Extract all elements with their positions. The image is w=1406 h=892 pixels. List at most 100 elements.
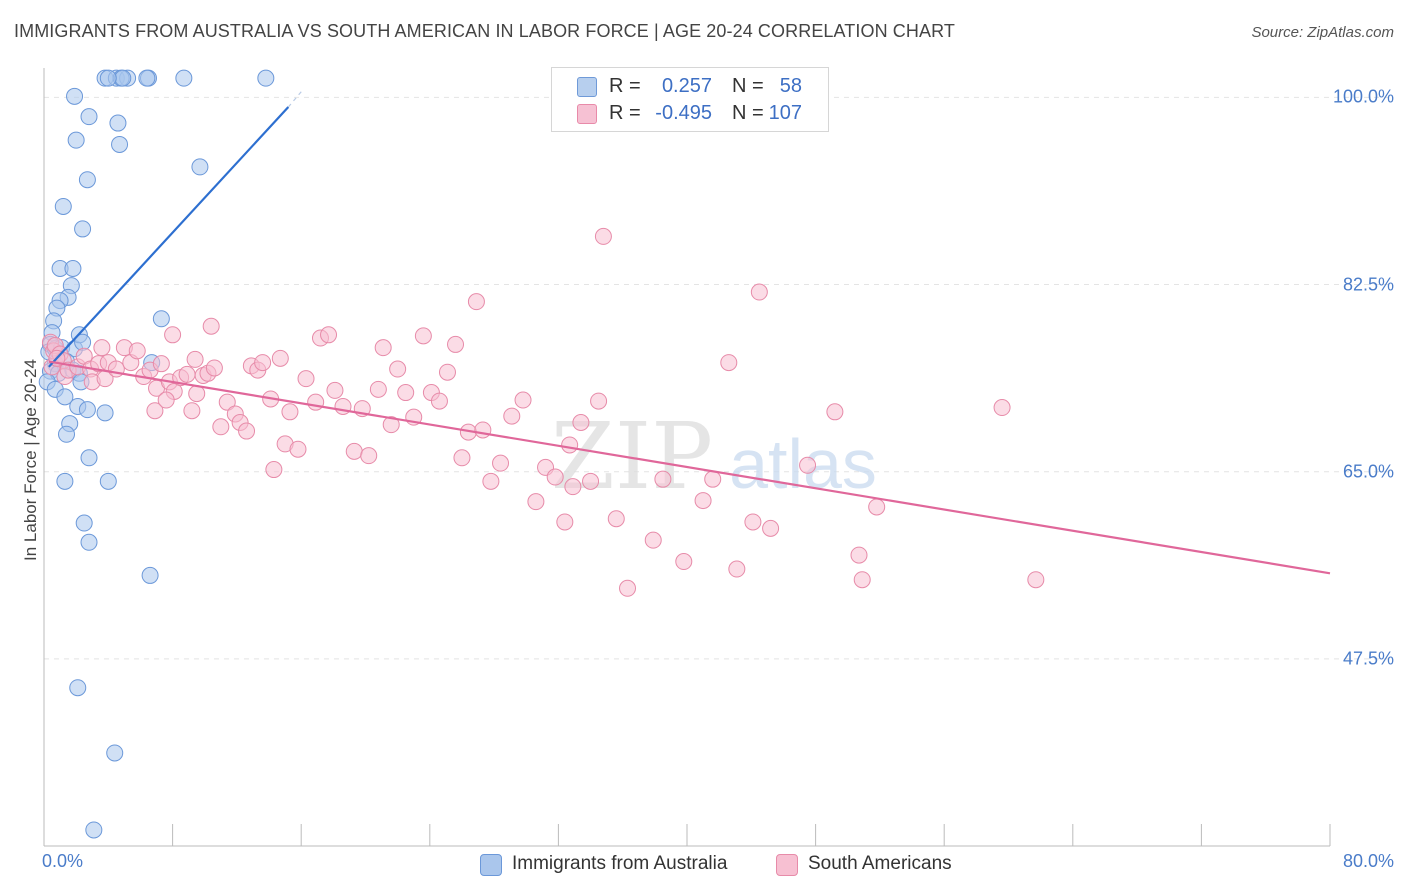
data-point (191, 158, 209, 176)
data-point (238, 422, 256, 440)
data-point (183, 402, 201, 420)
data-point (430, 392, 448, 410)
data-point (447, 335, 465, 353)
data-point (360, 447, 378, 465)
data-point (85, 821, 103, 839)
data-point (111, 135, 129, 153)
stats-row-australia: R = 0.257 N = 58 (552, 74, 828, 100)
data-point (345, 442, 363, 460)
data-point (389, 360, 407, 378)
stats-swatch-australia (577, 77, 597, 97)
data-point (69, 679, 87, 697)
data-point (80, 449, 98, 467)
data-point (265, 461, 283, 479)
data-point (453, 449, 471, 467)
legend-swatch-south-americans (776, 854, 798, 876)
r-label: R = (609, 102, 641, 124)
legend-label: Immigrants from Australia (512, 853, 728, 874)
data-point (141, 566, 159, 584)
series-south-american-points (41, 227, 1045, 597)
data-point (467, 293, 485, 311)
data-point (78, 401, 96, 419)
chart-title: IMMIGRANTS FROM AUSTRALIA VS SOUTH AMERI… (14, 21, 955, 41)
data-point (619, 579, 637, 597)
data-point (54, 197, 72, 215)
data-point (720, 354, 738, 372)
gridlines (44, 96, 1394, 660)
data-point (99, 472, 117, 490)
data-point (744, 513, 762, 531)
data-point (654, 470, 672, 488)
y-tick-label: 82.5% (1342, 274, 1394, 295)
data-point (80, 533, 98, 551)
trend-line (48, 106, 290, 368)
data-point (164, 326, 182, 344)
axes (43, 68, 1331, 847)
data-point (93, 339, 111, 357)
data-point (414, 327, 432, 345)
stats-row-south-americans: R = -0.495 N = 107 (552, 101, 828, 127)
data-point (369, 380, 387, 398)
data-point (178, 365, 196, 383)
data-point (75, 514, 93, 532)
data-point (218, 393, 236, 411)
data-point (186, 350, 204, 368)
y-tick-label: 65.0% (1342, 461, 1394, 482)
data-point (254, 354, 272, 372)
data-point (96, 404, 114, 422)
data-point (109, 114, 127, 132)
data-point (607, 510, 625, 528)
data-point (152, 355, 170, 373)
data-point (514, 391, 532, 409)
data-point (590, 392, 608, 410)
y-tick-label: 47.5% (1342, 648, 1394, 669)
data-point (257, 69, 275, 87)
r-label: R = (609, 75, 641, 97)
data-point (146, 402, 164, 420)
x-tick-label-max: 80.0% (1342, 851, 1394, 871)
data-point (750, 283, 768, 301)
data-point (644, 531, 662, 549)
r-value: 0.257 (661, 75, 712, 97)
data-point (157, 391, 175, 409)
data-point (826, 403, 844, 421)
x-tick-label-min: 0.0% (42, 851, 84, 871)
data-point (281, 403, 299, 421)
data-point (556, 513, 574, 531)
data-point (397, 384, 415, 402)
legend-swatch-australia (480, 854, 502, 876)
data-point (546, 468, 564, 486)
data-point (320, 326, 338, 344)
data-point (993, 399, 1011, 417)
data-point (850, 546, 868, 564)
data-point (582, 472, 600, 490)
data-point (205, 359, 223, 377)
data-point (675, 553, 693, 571)
data-point (138, 69, 156, 87)
data-point (67, 131, 85, 149)
data-point (374, 339, 392, 357)
data-point (868, 498, 886, 516)
trend-lines (48, 89, 1331, 575)
n-label: N = (732, 75, 764, 97)
legend: Immigrants from Australia South American… (0, 852, 1406, 878)
data-point (80, 108, 98, 126)
r-value: -0.495 (655, 102, 712, 124)
data-point (492, 454, 510, 472)
data-point (78, 171, 96, 189)
data-point (56, 388, 74, 406)
data-point (853, 571, 871, 589)
stats-swatch-south-americans (577, 104, 597, 124)
data-point (382, 416, 400, 434)
data-point (704, 470, 722, 488)
data-point (527, 493, 545, 511)
data-point (56, 472, 74, 490)
data-point (307, 393, 325, 411)
legend-label: South Americans (808, 853, 952, 874)
data-point (106, 744, 124, 762)
data-point (128, 342, 146, 360)
data-point (594, 227, 612, 245)
data-point (326, 381, 344, 399)
data-point (202, 317, 220, 335)
data-point (152, 310, 170, 328)
